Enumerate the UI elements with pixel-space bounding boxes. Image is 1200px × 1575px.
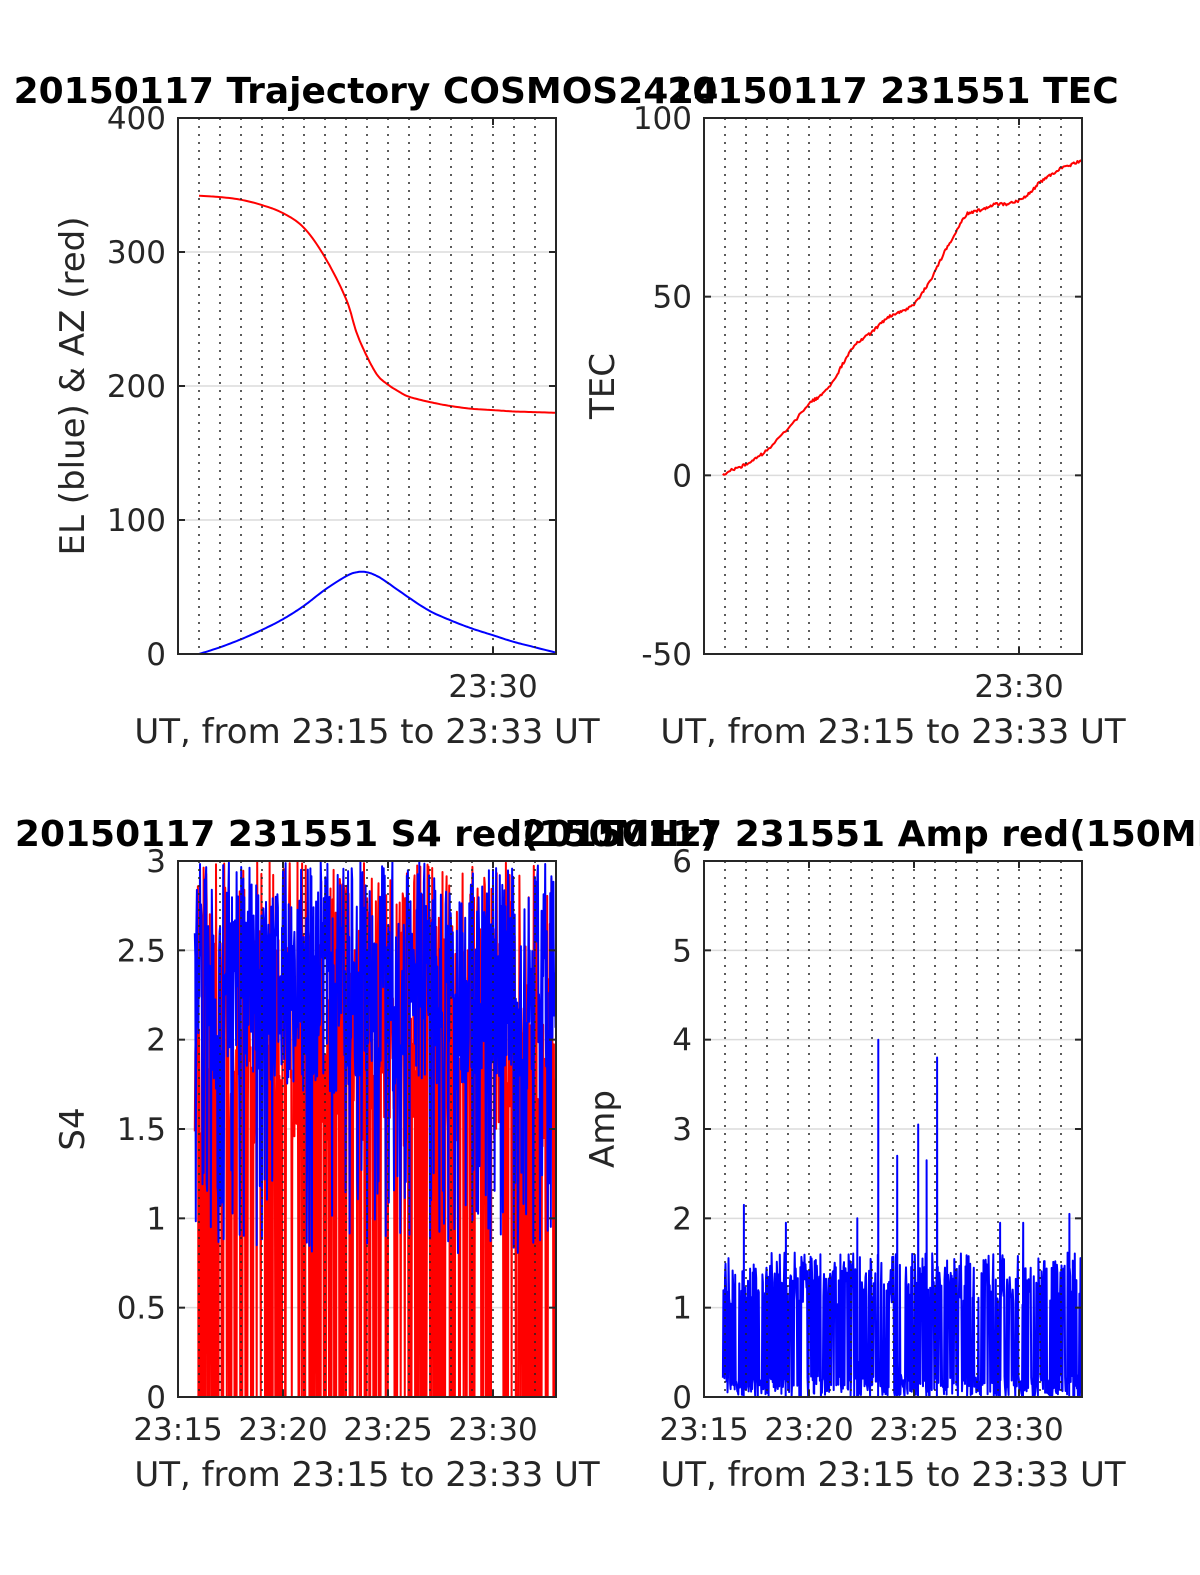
y-tick-label: 0 [672,458,692,494]
y-tick-label: 0.5 [117,1291,166,1327]
x-axis-label: UT, from 23:15 to 23:33 UT [660,1455,1126,1495]
y-axis-label: S4 [53,1107,93,1150]
y-tick-label: 0 [672,1380,692,1416]
x-tick-label: 23:30 [974,669,1063,705]
y-tick-label: 1 [146,1201,166,1237]
y-tick-label: 2 [146,1023,166,1059]
y-tick-label: 2 [672,1201,692,1237]
subplot-amp: 0 1 2 3 4 5 6 23:15 23:20 23:25 23:30 UT, from 23:1… [522,814,1200,1495]
chart-title: 20150117 231551 TEC [667,71,1118,112]
y-tick-label: 300 [107,235,166,271]
x-axis-label: UT, from 23:15 to 23:33 UT [660,712,1126,752]
y-tick-label: -50 [641,637,692,673]
y-tick-label: 100 [633,101,692,137]
y-tick-label: 3 [146,844,166,880]
y-axis-label: EL (blue) & AZ (red) [53,216,93,555]
subplot-trajectory: 0 100 200 300 400 23:30 UT, from 23:15 to 23:3… [14,71,719,752]
y-tick-label: 1.5 [117,1112,166,1148]
y-axis-label: Amp [583,1090,623,1168]
y-tick-label: 2.5 [117,933,166,969]
y-axis-label: TEC [583,353,623,420]
x-tick-label: 23:30 [974,1412,1063,1448]
y-tick-label: 400 [107,101,166,137]
x-tick-label: 23:25 [869,1412,958,1448]
series-line-red [722,159,1083,476]
y-tick-label: 1 [672,1291,692,1327]
x-axis-label: UT, from 23:15 to 23:33 UT [134,1455,600,1495]
x-tick-label: 23:15 [133,1412,222,1448]
x-axis-label: UT, from 23:15 to 23:33 UT [134,712,600,752]
y-tick-label: 0 [146,1380,166,1416]
x-tick-label: 23:20 [764,1412,853,1448]
x-tick-label: 23:30 [448,1412,537,1448]
series-line-blue [193,860,557,1255]
subplot-s4: 0 0.5 1 1.5 2 2.5 3 23:15 23:20 23:25 23:30 UT, fro… [15,814,717,1495]
series-line-blue [721,1038,1083,1398]
chart-title: 20150117 Trajectory COSMOS2414 [14,71,719,112]
chart-title: 20150117 231551 S4 red(150MHz) [15,814,717,855]
x-tick-label: 23:20 [238,1412,327,1448]
axes-frame [703,117,1083,655]
series-line-red [198,194,556,414]
chart-title: 20150117 231551 Amp red(150MHz) [522,814,1200,855]
y-tick-label: 6 [672,844,692,880]
x-tick-label: 23:15 [659,1412,748,1448]
series-line-blue [198,570,557,655]
y-tick-label: 4 [672,1023,692,1059]
y-tick-label: 5 [672,933,692,969]
y-tick-label: 50 [653,280,692,316]
x-tick-label: 23:25 [343,1412,432,1448]
y-tick-label: 3 [672,1112,692,1148]
x-tick-label: 23:30 [448,669,537,705]
y-tick-label: 100 [107,503,166,539]
y-tick-label: 0 [146,637,166,673]
y-tick-label: 200 [107,369,166,405]
subplot-tec: -50 0 50 100 23:30 UT, from 23:15 to 23:33 UT… [583,71,1126,752]
